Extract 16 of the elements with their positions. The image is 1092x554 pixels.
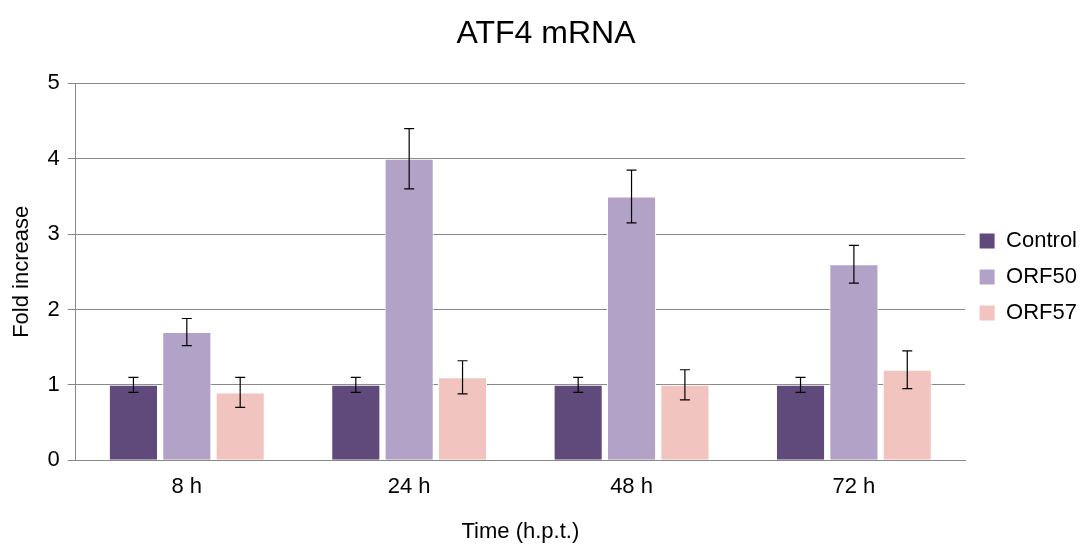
x-tick-label: 48 h [610,473,653,499]
y-axis-title: Fold increase [8,205,34,338]
x-tick-label: 8 h [171,473,203,499]
y-tick-label: 4 [47,144,60,170]
y-tick-label: 5 [47,69,60,95]
y-tick-label: 1 [47,370,60,396]
y-tick-label: 2 [47,295,60,321]
x-tick-label: 72 h [832,473,876,499]
legend-label: Control [1006,227,1077,253]
y-tick-label: 0 [47,446,60,472]
chart-title: ATF4 mRNA [456,14,637,51]
y-tick-label: 3 [47,220,60,246]
x-tick-label: 24 h [387,473,431,499]
x-axis-title: Time (h.p.t.) [461,517,580,543]
legend-label: ORF57 [1006,299,1077,325]
legend-label: ORF50 [1006,263,1077,289]
